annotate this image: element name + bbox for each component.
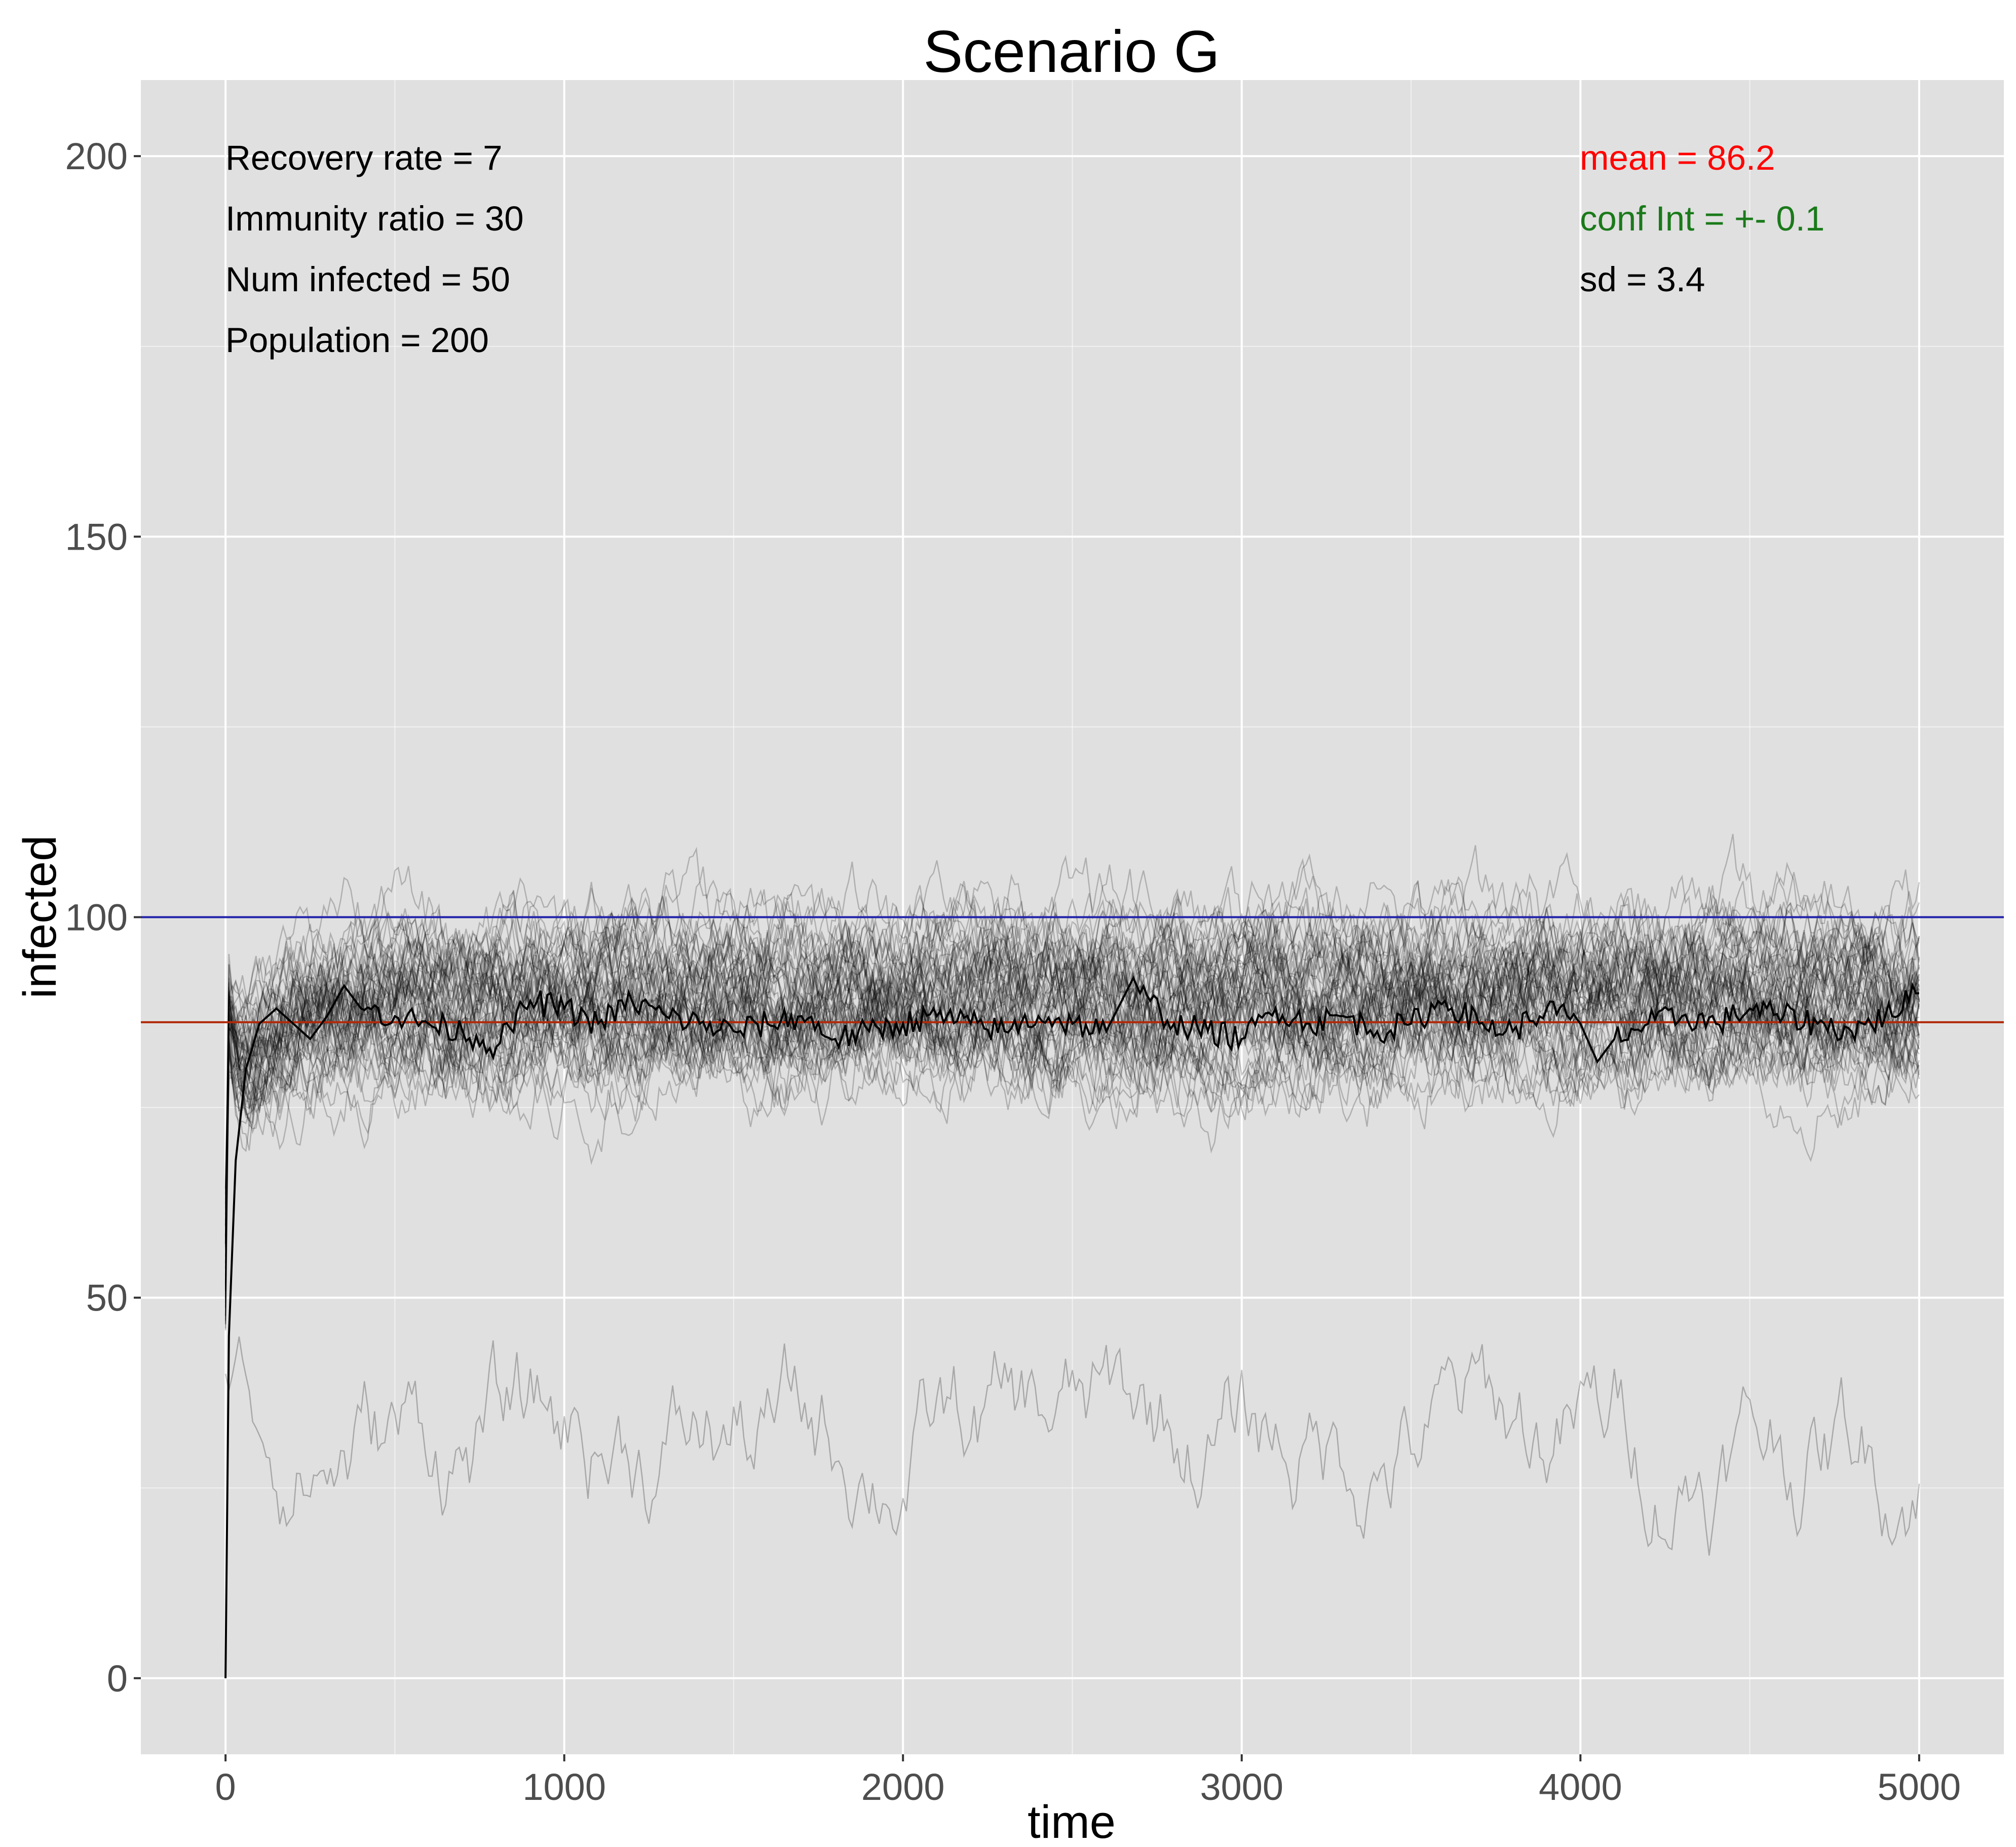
simulation-run-line — [224, 930, 1920, 1298]
x-tick-label: 1000 — [522, 1766, 606, 1808]
simulation-run-line — [224, 915, 1920, 1307]
y-tick-label: 0 — [107, 1658, 128, 1700]
simulation-run-line — [224, 894, 1920, 1303]
y-axis-title: infected — [14, 835, 66, 998]
simulation-run-line — [224, 906, 1920, 1194]
x-tick-label: 2000 — [861, 1766, 945, 1808]
simulation-run-line — [224, 897, 1920, 1208]
simulation-run-line — [224, 845, 1920, 1264]
chart-title: Scenario G — [923, 18, 1220, 85]
param-population: Population = 200 — [225, 321, 489, 360]
stats-annotation: mean = 86.2 conf Int = +- 0.1 sd = 3.4 — [1580, 138, 1824, 299]
simulation-run-line — [224, 926, 1920, 1244]
mean-series-line — [224, 976, 1919, 1678]
simulation-run-line — [224, 949, 1920, 1245]
stat-sd: sd = 3.4 — [1580, 260, 1705, 299]
simulation-run-line — [224, 895, 1920, 1285]
stat-conf-int: conf Int = +- 0.1 — [1580, 199, 1824, 238]
simulation-run-line — [224, 868, 1920, 1227]
simulation-run-line — [224, 916, 1920, 1242]
simulation-run-line — [224, 853, 1920, 1297]
x-tick-label: 5000 — [1878, 1766, 1961, 1808]
simulation-run-line — [224, 902, 1920, 1244]
x-tick-label: 0 — [215, 1766, 236, 1808]
x-axis: 0 1000 2000 3000 4000 5000 — [215, 1754, 1961, 1808]
simulation-run-line — [224, 933, 1920, 1244]
simulation-run-line — [224, 906, 1920, 1289]
simulation-run-line — [224, 1336, 1920, 1556]
parameters-annotation: Recovery rate = 7 Immunity ratio = 30 Nu… — [225, 138, 524, 360]
stat-mean: mean = 86.2 — [1580, 138, 1775, 177]
simulation-run-line — [224, 903, 1920, 1204]
y-tick-label: 200 — [65, 135, 128, 177]
simulation-run-line — [224, 909, 1920, 1257]
param-num-infected: Num infected = 50 — [225, 260, 510, 299]
simulation-run-line — [224, 951, 1920, 1320]
param-recovery-rate: Recovery rate = 7 — [225, 138, 503, 177]
simulation-run-line — [224, 930, 1920, 1206]
simulation-run-line — [224, 866, 1920, 1324]
simulation-run-line — [224, 880, 1920, 1309]
simulation-run-line — [224, 920, 1920, 1189]
simulation-run-line — [224, 885, 1920, 1290]
simulation-run-line — [224, 899, 1920, 1245]
simulation-run-line — [224, 950, 1920, 1277]
simulation-run-line — [224, 893, 1920, 1221]
param-immunity-ratio: Immunity ratio = 30 — [225, 199, 524, 238]
y-tick-label: 100 — [65, 897, 128, 939]
y-tick-label: 150 — [65, 516, 128, 558]
simulation-run-line — [224, 880, 1920, 1226]
simulation-run-line — [224, 929, 1920, 1329]
simulation-run-line — [224, 905, 1920, 1190]
x-axis-title: time — [1028, 1796, 1116, 1847]
simulation-run-line — [224, 877, 1920, 1292]
simulation-run-line — [224, 852, 1920, 1316]
y-axis: 0 50 100 150 200 — [65, 135, 141, 1700]
simulation-run-line — [224, 911, 1920, 1240]
simulation-run-line — [224, 917, 1920, 1236]
y-tick-label: 50 — [86, 1277, 128, 1319]
x-tick-label: 3000 — [1200, 1766, 1283, 1808]
simulation-run-line — [224, 917, 1920, 1250]
simulation-run-line — [224, 930, 1920, 1188]
simulation-run-line — [224, 908, 1920, 1286]
simulation-run-line — [224, 932, 1920, 1200]
simulation-run-line — [224, 846, 1920, 1331]
simulation-run-line — [224, 905, 1920, 1247]
simulation-run-line — [224, 861, 1920, 1283]
simulation-run-line — [224, 860, 1920, 1239]
simulation-run-line — [224, 921, 1920, 1322]
simulation-run-line — [224, 945, 1920, 1237]
simulation-run-line — [224, 917, 1920, 1215]
simulation-run-line — [224, 869, 1920, 1263]
simulation-run-line — [224, 927, 1920, 1210]
simulation-run-line — [224, 855, 1920, 1196]
x-tick-label: 4000 — [1539, 1766, 1622, 1808]
simulation-run-line — [224, 890, 1920, 1291]
simulation-run-line — [224, 934, 1920, 1283]
